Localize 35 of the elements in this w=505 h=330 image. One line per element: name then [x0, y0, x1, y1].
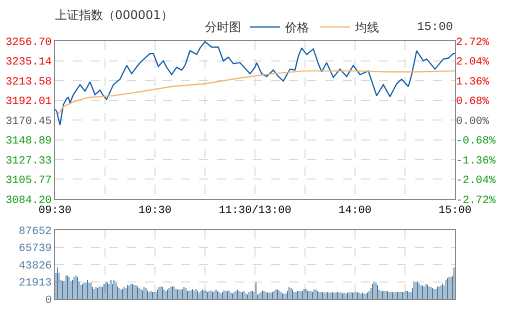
y-tick-label: 3105.77 — [6, 175, 52, 188]
x-tick-label: 09:30 — [38, 205, 72, 218]
text: 15:00 — [417, 20, 454, 34]
y-tick-label: 87652 — [18, 226, 52, 238]
line-series — [58, 70, 455, 115]
y-tick-label: 65739 — [18, 243, 52, 256]
x-tick-label: 11:30/13:00 — [218, 205, 292, 218]
y-tick-label: 21913 — [18, 278, 52, 290]
y-tick-label: 3127.33 — [6, 155, 52, 168]
y2-tick-label: -2.72% — [456, 194, 496, 207]
y-tick-label: 3213.58 — [6, 76, 52, 88]
y2-tick-label: -0.68% — [456, 136, 496, 148]
line-series — [55, 41, 455, 126]
y-tick-label: 0 — [45, 294, 52, 307]
y2-tick-label: -2.04% — [456, 175, 496, 188]
y-tick-label: 43826 — [18, 260, 52, 272]
y-tick-label: 3192.01 — [6, 96, 52, 108]
legend-label: 均线 — [354, 20, 379, 35]
y-tick-label: 3235.14 — [6, 56, 52, 69]
y-tick-label: 3170.45 — [6, 116, 52, 128]
y-tick-label: 3256.70 — [6, 36, 52, 49]
x-tick-label: 15:00 — [438, 205, 472, 218]
y-tick-label: 3148.89 — [6, 136, 52, 148]
y2-tick-label: 2.04% — [456, 56, 490, 69]
y-tick-label: 3084.20 — [6, 194, 52, 207]
y2-tick-label: 0.68% — [456, 96, 490, 108]
y2-tick-label: 1.36% — [456, 76, 490, 88]
y2-tick-label: 0.00% — [456, 116, 490, 128]
chart-subtitle: 分时图 — [205, 20, 241, 34]
y2-tick-label: -1.36% — [456, 155, 496, 168]
chart-title: 上证指数（000001） — [55, 8, 173, 22]
legend-label: 价格 — [284, 20, 309, 35]
y2-tick-label: 2.72% — [456, 36, 490, 49]
x-tick-label: 14:00 — [338, 205, 372, 218]
x-tick-label: 10:30 — [138, 205, 172, 218]
